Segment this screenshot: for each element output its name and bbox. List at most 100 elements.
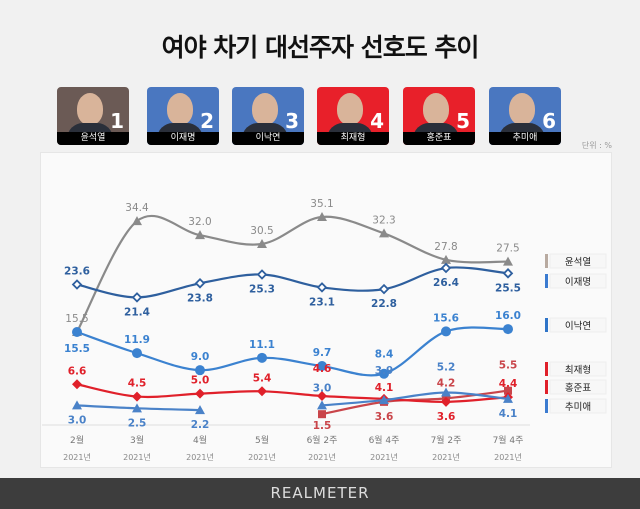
portrait-face [167, 93, 193, 125]
data-label: 23.8 [187, 292, 213, 304]
portrait-face [77, 93, 103, 125]
data-label: 4.2 [437, 377, 456, 389]
data-label: 11.9 [124, 334, 150, 346]
x-tick-year: 2021년 [248, 452, 276, 462]
legend-label: 이낙연 [565, 321, 591, 332]
legend-swatch [545, 274, 548, 288]
candidate-name: 윤석열 [57, 132, 129, 145]
data-point [378, 283, 390, 295]
data-point [441, 254, 451, 264]
data-point [317, 400, 327, 410]
legend-swatch [545, 399, 548, 413]
data-label: 22.8 [371, 298, 397, 310]
data-point [503, 393, 513, 403]
data-point [441, 387, 451, 397]
data-label: 32.0 [188, 216, 211, 228]
data-point [257, 352, 267, 363]
data-label: 3.6 [375, 411, 394, 423]
data-label: 25.5 [495, 282, 521, 294]
data-point [317, 361, 327, 372]
data-label: 11.1 [249, 339, 275, 351]
legend-label: 윤석열 [565, 257, 591, 268]
data-label: 3.0 [313, 382, 332, 394]
data-point [195, 388, 205, 399]
legend-box [549, 361, 607, 377]
data-label: 4.1 [375, 382, 394, 394]
x-tick-label: 7월 2주 [431, 434, 462, 446]
series-line-추미애 [321, 391, 509, 407]
series-line-홍준표 [76, 383, 509, 403]
data-label: 4.6 [313, 363, 332, 375]
rank-number: 4 [370, 109, 384, 133]
data-label: 5.2 [437, 361, 456, 373]
data-point [316, 282, 328, 293]
data-point [195, 230, 205, 240]
data-label: 32.3 [372, 214, 395, 226]
unit-label: 단위 : % [581, 141, 612, 150]
x-tick-label: 6월 2주 [307, 434, 338, 446]
data-label: 15.5 [65, 313, 88, 325]
data-point [441, 326, 451, 337]
legend-box [549, 379, 607, 395]
portrait-face [337, 93, 363, 125]
data-point [441, 396, 451, 407]
data-point [502, 268, 514, 279]
candidate-name: 이낙연 [232, 132, 304, 145]
data-point [503, 256, 513, 266]
data-label: 9.0 [191, 351, 210, 363]
candidate-name: 추미애 [489, 132, 561, 145]
legend-swatch [545, 318, 548, 332]
data-label: 23.6 [64, 265, 90, 277]
legend-box [549, 317, 607, 333]
data-point [503, 324, 513, 335]
data-label: 4.1 [499, 408, 518, 420]
portrait-face [423, 93, 449, 125]
x-tick-year: 2021년 [186, 452, 214, 462]
data-point [317, 390, 327, 401]
data-point [132, 391, 142, 402]
data-label: 6.6 [68, 365, 87, 377]
data-point [72, 379, 82, 390]
data-point [194, 278, 206, 289]
legend-label: 최재형 [565, 365, 591, 376]
data-label: 27.5 [496, 243, 519, 255]
data-label: 1.5 [313, 420, 332, 432]
data-point [504, 386, 512, 395]
series-line-이재명 [76, 266, 509, 299]
portrait-face [252, 93, 278, 125]
x-tick-year: 2021년 [494, 452, 522, 462]
x-tick-label: 3월 [130, 434, 144, 446]
candidate-card: 5 홍준표 [403, 87, 475, 145]
data-label: 5.0 [191, 375, 210, 387]
data-point [132, 348, 142, 359]
legend-label: 이재명 [565, 277, 591, 288]
data-point [317, 211, 327, 221]
data-label: 27.8 [434, 241, 457, 253]
data-point [257, 238, 267, 248]
data-label: 2.5 [128, 417, 147, 429]
data-label: 34.4 [125, 202, 149, 214]
data-point [318, 410, 326, 419]
line-chart: 2월 2021년 3월 2021년 4월 2021년 5월 2021년 6월 2주 2021년 6월… [42, 197, 607, 462]
data-label: 30.5 [250, 225, 273, 237]
data-point [132, 403, 142, 413]
data-label: 4.4 [499, 378, 518, 390]
data-point [72, 327, 82, 338]
portrait-face [509, 93, 535, 125]
candidate-name: 홍준표 [403, 132, 475, 145]
data-point [379, 395, 389, 405]
legend-box [549, 398, 607, 414]
data-point [71, 279, 83, 290]
data-point [379, 228, 389, 238]
candidate-name: 이재명 [147, 132, 219, 145]
x-tick-year: 2021년 [432, 452, 460, 462]
x-tick-year: 2021년 [123, 452, 151, 462]
legend-box [549, 253, 607, 269]
data-label: 5.4 [253, 372, 272, 384]
data-label: 16.0 [495, 310, 521, 322]
series-line-이낙연 [76, 326, 509, 377]
legend-label: 추미애 [565, 402, 591, 413]
rank-number: 3 [285, 109, 299, 133]
data-label: 3.0 [68, 414, 87, 426]
data-label: 35.1 [310, 198, 333, 210]
